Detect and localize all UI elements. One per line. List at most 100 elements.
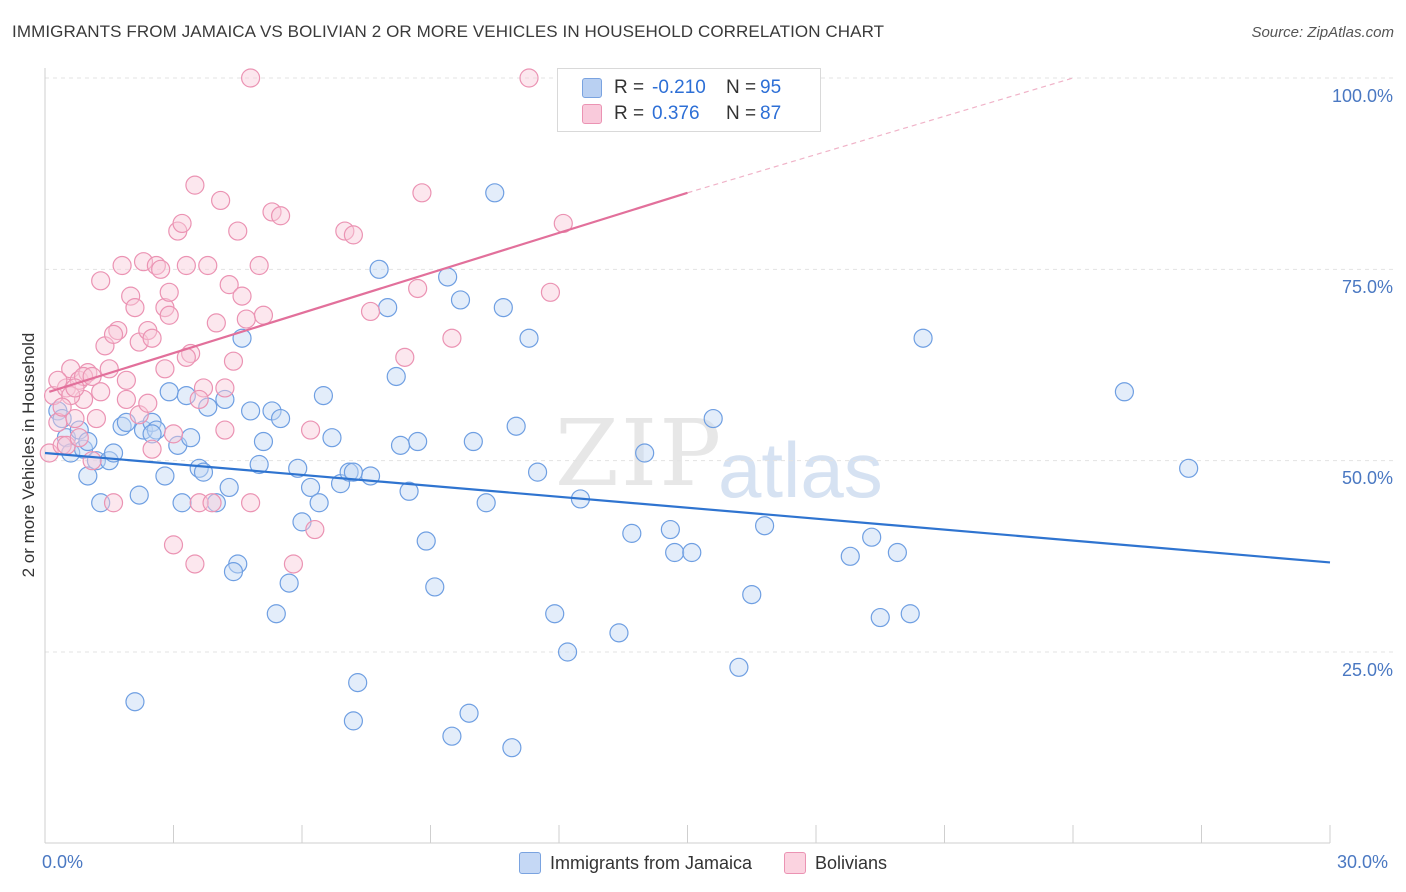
point-jamaica bbox=[219, 477, 239, 498]
stats-legend: R = -0.210 N = 95 R = 0.376 N = 87 bbox=[557, 68, 821, 132]
point-jamaica bbox=[215, 389, 235, 410]
point-bolivians bbox=[91, 271, 111, 291]
point-bolivians bbox=[241, 493, 261, 513]
point-bolivians bbox=[283, 554, 304, 574]
point-bolivians bbox=[163, 535, 184, 555]
point-jamaica bbox=[665, 542, 685, 563]
point-jamaica bbox=[266, 604, 286, 624]
point-bolivians bbox=[112, 255, 132, 276]
point-bolivians bbox=[442, 328, 462, 348]
point-bolivians bbox=[69, 428, 89, 448]
legend-label-jamaica: Immigrants from Jamaica bbox=[549, 852, 752, 873]
point-bolivians bbox=[193, 378, 214, 398]
point-bolivians bbox=[540, 282, 561, 302]
point-bolivians bbox=[163, 424, 184, 444]
point-jamaica bbox=[172, 493, 192, 513]
point-jamaica bbox=[425, 577, 445, 597]
point-jamaica bbox=[450, 290, 471, 310]
point-bolivians bbox=[103, 324, 124, 344]
point-bolivians bbox=[185, 175, 205, 195]
point-jamaica bbox=[442, 726, 462, 746]
point-bolivians bbox=[159, 282, 179, 302]
point-bolivians bbox=[65, 408, 85, 429]
point-jamaica bbox=[142, 424, 162, 444]
point-bolivians bbox=[300, 420, 321, 440]
point-jamaica bbox=[660, 519, 680, 540]
point-jamaica bbox=[159, 382, 179, 402]
point-jamaica bbox=[476, 493, 496, 513]
point-bolivians bbox=[82, 451, 102, 471]
point-jamaica bbox=[378, 298, 398, 318]
point-jamaica bbox=[176, 386, 196, 406]
legend-item-bolivians[interactable]: Bolivians bbox=[784, 852, 887, 874]
point-jamaica bbox=[279, 573, 299, 593]
point-bolivians bbox=[116, 389, 136, 410]
point-jamaica bbox=[729, 657, 749, 677]
point-bolivians bbox=[232, 286, 252, 306]
point-jamaica bbox=[506, 416, 526, 436]
point-jamaica bbox=[386, 366, 406, 387]
legend-item-jamaica[interactable]: Immigrants from Jamaica bbox=[518, 852, 752, 874]
point-bolivians bbox=[142, 328, 162, 348]
point-bolivians bbox=[99, 359, 119, 379]
point-jamaica bbox=[313, 386, 334, 406]
watermark-zip: ZIP bbox=[555, 400, 724, 507]
point-jamaica bbox=[742, 584, 762, 605]
legend-swatch-jamaica bbox=[518, 852, 541, 874]
point-jamaica bbox=[399, 481, 419, 501]
point-bolivians bbox=[121, 286, 141, 306]
point-bolivians bbox=[159, 305, 179, 325]
point-jamaica bbox=[545, 604, 565, 624]
point-jamaica bbox=[862, 527, 882, 547]
point-jamaica bbox=[416, 531, 436, 551]
point-jamaica bbox=[635, 443, 655, 463]
point-jamaica bbox=[343, 711, 363, 731]
legend-swatch-bolivians bbox=[784, 852, 806, 874]
point-jamaica bbox=[206, 493, 226, 513]
point-bolivians bbox=[185, 554, 205, 574]
legend-r-value: -0.210 bbox=[652, 77, 706, 98]
point-bolivians bbox=[198, 255, 218, 276]
point-bolivians bbox=[408, 278, 428, 299]
trend-lines bbox=[44, 77, 1331, 564]
point-jamaica bbox=[840, 546, 860, 566]
legend-row-jamaica: R = -0.210 N = 95 bbox=[582, 76, 781, 100]
point-bolivians bbox=[305, 519, 325, 540]
point-jamaica bbox=[181, 428, 201, 448]
legend-swatch-bolivians bbox=[582, 104, 602, 124]
point-jamaica bbox=[300, 477, 321, 498]
point-bolivians bbox=[219, 275, 239, 295]
point-bolivians bbox=[52, 397, 72, 417]
point-bolivians bbox=[142, 439, 162, 459]
legend-r-label: R = bbox=[614, 77, 645, 98]
point-bolivians bbox=[236, 309, 256, 329]
point-bolivians bbox=[103, 493, 124, 513]
point-jamaica bbox=[887, 542, 907, 563]
legend-row-bolivians: R = 0.376 N = 87 bbox=[582, 102, 781, 126]
point-jamaica bbox=[754, 516, 775, 536]
point-jamaica bbox=[493, 298, 513, 318]
point-bolivians bbox=[412, 183, 432, 203]
point-bolivians bbox=[172, 213, 192, 234]
point-bolivians bbox=[270, 206, 291, 226]
point-jamaica bbox=[1179, 458, 1199, 478]
legend-n-label: N = bbox=[726, 103, 757, 124]
legend-r-label: R = bbox=[614, 103, 645, 124]
source-label: Source: ZipAtlas.com bbox=[1251, 24, 1394, 41]
point-jamaica bbox=[622, 523, 642, 543]
watermark-atlas: atlas bbox=[718, 426, 883, 514]
point-jamaica bbox=[390, 435, 411, 455]
point-jamaica bbox=[155, 466, 175, 486]
point-jamaica bbox=[703, 408, 723, 429]
point-bolivians bbox=[343, 225, 363, 245]
point-bolivians bbox=[241, 68, 261, 88]
point-bolivians bbox=[176, 255, 196, 276]
point-jamaica bbox=[557, 642, 578, 662]
point-jamaica bbox=[322, 428, 342, 448]
point-jamaica bbox=[129, 485, 149, 505]
point-jamaica bbox=[348, 673, 368, 693]
point-bolivians bbox=[395, 347, 415, 367]
point-jamaica bbox=[339, 462, 359, 482]
legend-n-value: 87 bbox=[760, 103, 782, 124]
